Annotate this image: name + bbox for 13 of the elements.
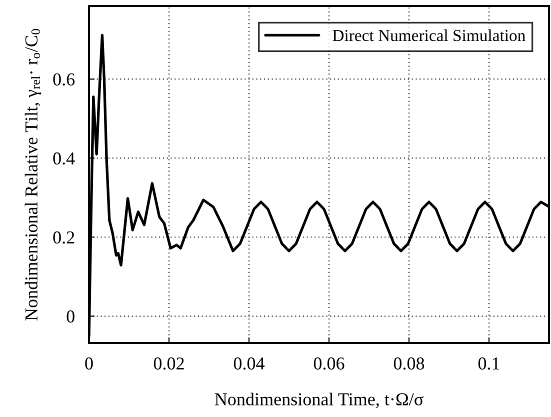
x-tick-label: 0.06 bbox=[314, 357, 344, 370]
x-tick-label: 0.02 bbox=[154, 357, 184, 370]
x-axis-title: Nondimensional Time, t·Ω/σ bbox=[214, 392, 424, 408]
y-axis-title: Nondimensional Relative Tilt, γ$_{rel}$· r$_{o}$/C$_{0}$ bbox=[24, 29, 42, 320]
x-tick-label: 0.04 bbox=[234, 357, 265, 370]
x-tick-label: 0.1 bbox=[478, 357, 500, 370]
legend-label: Direct Numerical Simulation bbox=[332, 29, 526, 42]
y-tick-label: 0.4 bbox=[53, 152, 75, 165]
x-tick-label: 0 bbox=[85, 357, 93, 370]
y-tick-label: 0.2 bbox=[53, 231, 74, 244]
y-tick-label: 0.6 bbox=[53, 73, 75, 86]
x-tick-label: 0.08 bbox=[394, 357, 424, 370]
y-tick-label: 0 bbox=[66, 310, 74, 323]
